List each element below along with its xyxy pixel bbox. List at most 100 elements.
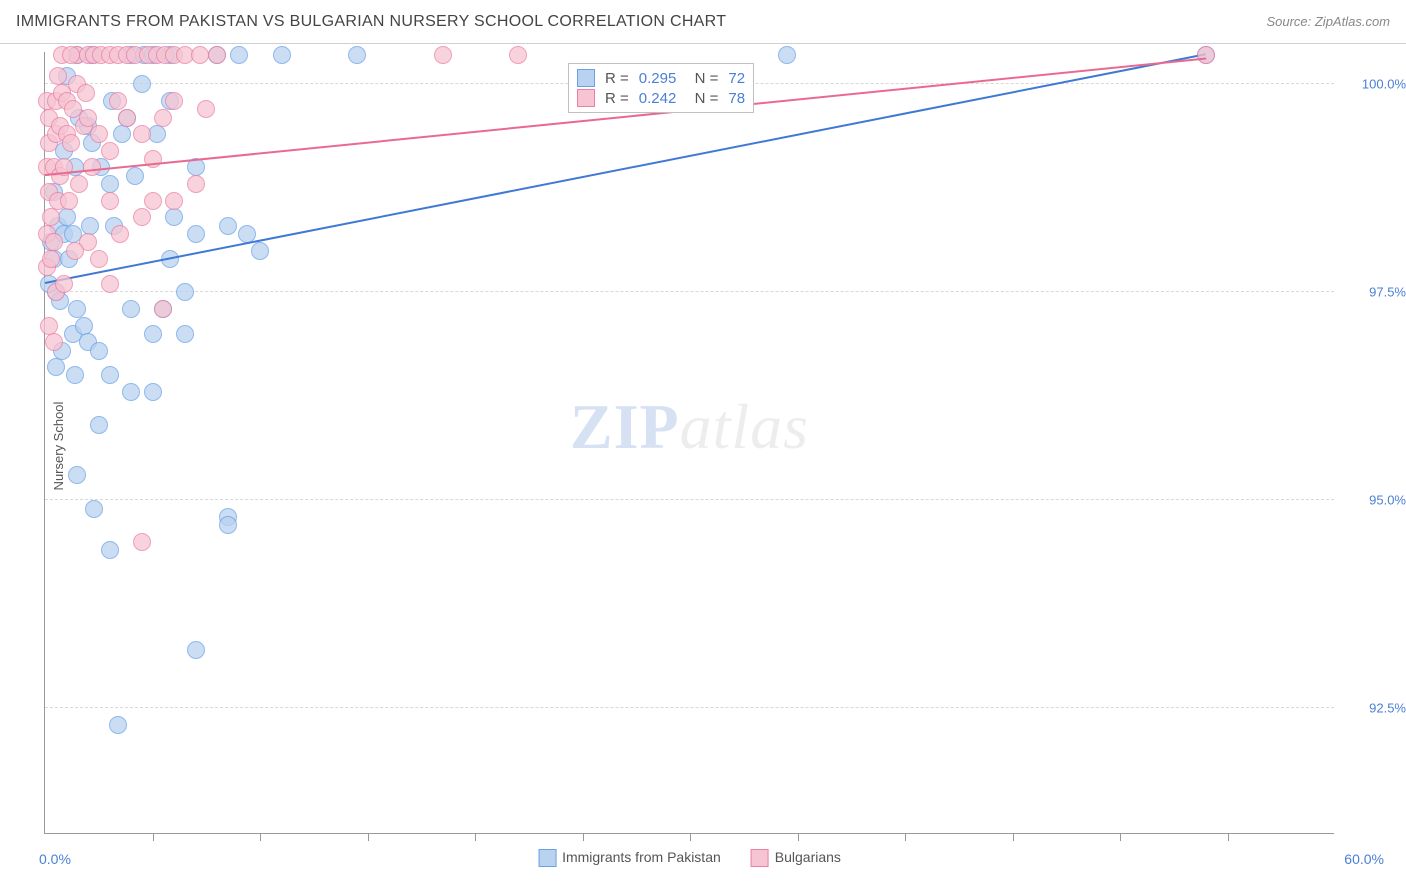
- scatter-point: [90, 416, 108, 434]
- scatter-point: [176, 325, 194, 343]
- scatter-point: [113, 125, 131, 143]
- scatter-point: [47, 358, 65, 376]
- stat-n-value: 72: [728, 70, 745, 87]
- stat-row: R = 0.295 N = 72: [577, 68, 745, 88]
- scatter-point: [101, 142, 119, 160]
- y-tick-label: 97.5%: [1344, 285, 1406, 300]
- scatter-point: [144, 325, 162, 343]
- x-axis-min-label: 0.0%: [39, 851, 71, 867]
- scatter-point: [251, 242, 269, 260]
- scatter-point: [81, 217, 99, 235]
- scatter-point: [191, 46, 209, 64]
- scatter-point: [55, 275, 73, 293]
- stat-r-label: R =: [605, 70, 629, 87]
- scatter-point: [79, 109, 97, 127]
- grid-line: [45, 707, 1334, 708]
- scatter-point: [348, 46, 366, 64]
- scatter-point: [197, 100, 215, 118]
- stat-n-label: N =: [686, 90, 718, 107]
- scatter-point: [187, 175, 205, 193]
- x-tick: [798, 833, 799, 841]
- scatter-point: [154, 109, 172, 127]
- scatter-point: [187, 225, 205, 243]
- scatter-point: [42, 208, 60, 226]
- scatter-point: [208, 46, 226, 64]
- scatter-point: [144, 192, 162, 210]
- scatter-point: [126, 167, 144, 185]
- scatter-point: [68, 466, 86, 484]
- plot-area: ZIPatlas 92.5%95.0%97.5%100.0%0.0%60.0%I…: [44, 52, 1334, 834]
- x-tick: [1013, 833, 1014, 841]
- scatter-point: [101, 175, 119, 193]
- y-tick-label: 100.0%: [1344, 77, 1406, 92]
- scatter-point: [90, 125, 108, 143]
- scatter-point: [60, 192, 78, 210]
- scatter-point: [187, 641, 205, 659]
- scatter-point: [133, 125, 151, 143]
- scatter-point: [40, 317, 58, 335]
- x-tick: [690, 833, 691, 841]
- scatter-point: [109, 716, 127, 734]
- x-tick: [583, 833, 584, 841]
- watermark-part2: atlas: [680, 391, 809, 462]
- stat-swatch: [577, 89, 595, 107]
- scatter-point: [133, 208, 151, 226]
- scatter-point: [778, 46, 796, 64]
- stat-r-value: 0.295: [639, 70, 677, 87]
- scatter-point: [85, 500, 103, 518]
- scatter-point: [109, 92, 127, 110]
- scatter-point: [219, 516, 237, 534]
- scatter-point: [176, 283, 194, 301]
- scatter-point: [90, 250, 108, 268]
- chart-source: Source: ZipAtlas.com: [1266, 14, 1390, 29]
- scatter-point: [83, 158, 101, 176]
- scatter-point: [122, 300, 140, 318]
- stat-r-value: 0.242: [639, 90, 677, 107]
- legend-item: Immigrants from Pakistan: [538, 849, 721, 867]
- legend-label: Bulgarians: [775, 849, 841, 865]
- scatter-point: [154, 300, 172, 318]
- grid-line: [45, 291, 1334, 292]
- stat-n-value: 78: [728, 90, 745, 107]
- scatter-point: [1197, 46, 1215, 64]
- grid-line: [45, 499, 1334, 500]
- scatter-point: [49, 67, 67, 85]
- scatter-point: [230, 46, 248, 64]
- scatter-point: [101, 541, 119, 559]
- scatter-point: [101, 275, 119, 293]
- x-tick: [153, 833, 154, 841]
- scatter-point: [45, 333, 63, 351]
- legend-label: Immigrants from Pakistan: [562, 849, 721, 865]
- watermark: ZIPatlas: [570, 390, 809, 464]
- scatter-point: [111, 225, 129, 243]
- scatter-point: [62, 46, 80, 64]
- scatter-point: [165, 208, 183, 226]
- scatter-point: [75, 317, 93, 335]
- y-tick-label: 95.0%: [1344, 493, 1406, 508]
- stat-row: R = 0.242 N = 78: [577, 88, 745, 108]
- scatter-point: [144, 383, 162, 401]
- scatter-point: [45, 233, 63, 251]
- x-tick: [368, 833, 369, 841]
- scatter-point: [66, 242, 84, 260]
- bottom-legend: Immigrants from Pakistan Bulgarians: [538, 849, 841, 867]
- scatter-point: [133, 533, 151, 551]
- chart-header: IMMIGRANTS FROM PAKISTAN VS BULGARIAN NU…: [0, 0, 1406, 44]
- scatter-point: [165, 92, 183, 110]
- x-tick: [905, 833, 906, 841]
- watermark-part1: ZIP: [570, 391, 680, 462]
- scatter-point: [62, 134, 80, 152]
- scatter-point: [434, 46, 452, 64]
- scatter-point: [118, 109, 136, 127]
- legend-item: Bulgarians: [751, 849, 841, 867]
- scatter-point: [219, 217, 237, 235]
- scatter-point: [101, 366, 119, 384]
- scatter-point: [122, 383, 140, 401]
- x-tick: [1120, 833, 1121, 841]
- scatter-point: [68, 300, 86, 318]
- stat-n-label: N =: [686, 70, 718, 87]
- x-tick: [475, 833, 476, 841]
- stat-swatch: [577, 69, 595, 87]
- legend-swatch: [538, 849, 556, 867]
- scatter-point: [90, 342, 108, 360]
